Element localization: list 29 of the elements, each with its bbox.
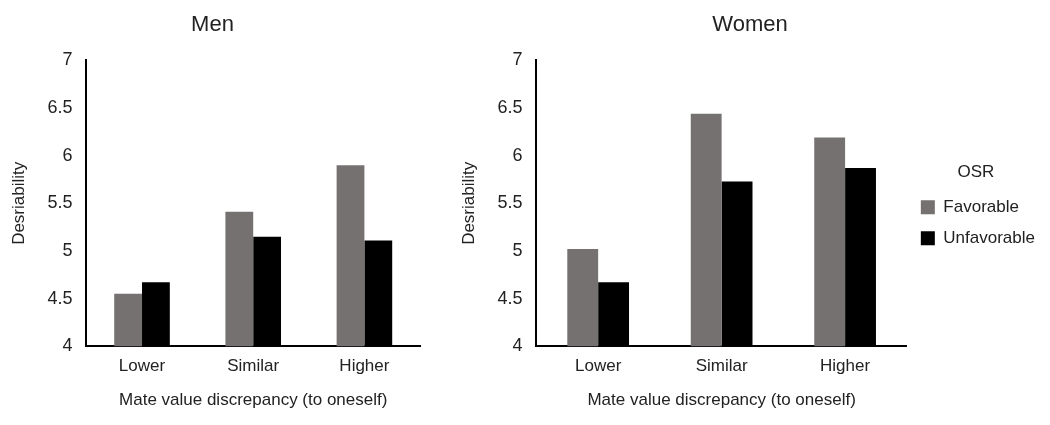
y-tick-label: 7 [62,49,73,70]
y-tick-label: 5.5 [47,192,73,213]
y-tick-label: 5 [512,239,523,260]
y-tick-label: 4.5 [47,287,73,308]
y-tick-label: 6 [62,144,73,165]
y-tick-label: 6.5 [47,97,73,117]
x-tick-label: Lower [575,356,622,376]
legend-label: Unfavorable [943,227,1036,247]
y-tick-label: 6.5 [497,97,523,117]
y-tick-label: 4.5 [497,287,523,308]
x-tick-label: Higher [339,356,390,376]
y-tick-label: 4 [62,335,73,356]
x-tick-label: Higher [820,356,871,376]
legend-label: Favorable [943,196,1019,216]
x-tick-label: Similar [227,356,280,376]
y-axis-title: Desriability [458,161,478,245]
x-axis-title: Mate value discrepancy (to oneself) [119,390,388,410]
x-tick-label: Similar [695,356,748,376]
y-tick-label: 5 [62,239,73,260]
y-tick-label: 7 [512,49,523,70]
chart-title: Women [712,11,788,37]
legend-title: OSR [957,162,995,182]
chart-title: Men [191,11,234,37]
x-axis-title: Mate value discrepancy (to oneself) [587,390,856,410]
y-tick-label: 5.5 [497,192,523,213]
y-tick-label: 6 [512,144,523,165]
y-axis-title: Desriability [8,161,28,245]
y-tick-label: 4 [512,335,523,356]
x-tick-label: Lower [118,356,166,376]
